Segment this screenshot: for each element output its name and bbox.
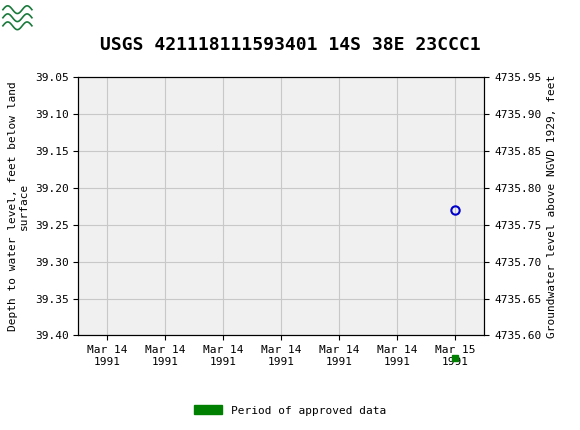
Text: USGS: USGS — [67, 6, 126, 26]
Y-axis label: Groundwater level above NGVD 1929, feet: Groundwater level above NGVD 1929, feet — [547, 75, 557, 338]
Legend: Period of approved data: Period of approved data — [190, 401, 390, 420]
Y-axis label: Depth to water level, feet below land
surface: Depth to water level, feet below land su… — [8, 82, 29, 331]
Text: USGS 421118111593401 14S 38E 23CCC1: USGS 421118111593401 14S 38E 23CCC1 — [100, 36, 480, 54]
Bar — [3, 3, 61, 30]
